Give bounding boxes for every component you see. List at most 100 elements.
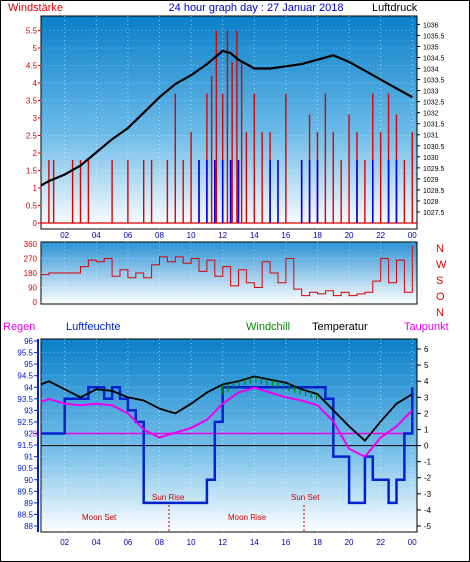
temperatur-axis: -5 -4 -3 -2 -1 0 1 2 3 4 5 6 — [417, 345, 432, 531]
luftfeuchte-tick-label: 89.5 — [17, 487, 33, 496]
luftdruck-line — [40, 49, 413, 187]
regen-label: Regen — [3, 321, 35, 333]
x-tick-label: 06 — [123, 538, 132, 547]
x-tick-label: 18 — [313, 231, 322, 240]
luftdruck-tick-label: 1035 — [423, 44, 439, 51]
taupunkt-line — [40, 386, 414, 459]
temperatur-tick-label: 3 — [424, 393, 429, 402]
luftfeuchte-tick-label: 93.5 — [17, 395, 33, 404]
compass-label: N — [436, 307, 444, 319]
windstaerke-tick-label: 2.5 — [26, 132, 38, 141]
x-tick-label: 16 — [281, 231, 290, 240]
x-tick-label: 10 — [187, 231, 196, 240]
luftfeuchte-tick-label: 88.5 — [17, 510, 33, 519]
luftdruck-tick-label: 1028 — [423, 199, 439, 206]
temperatur-line — [40, 375, 413, 443]
x-tick-label: 04 — [92, 538, 101, 547]
luftdruck-tick-label: 1032 — [423, 111, 439, 118]
windstaerke-tick-label: 4 — [33, 79, 38, 88]
luftdruck-tick-label: 1031 — [423, 133, 439, 140]
x-tick-label: 06 — [123, 231, 132, 240]
windchill-marks — [222, 376, 318, 400]
direction-tick-label: 90 — [28, 284, 37, 293]
x-tick-label: 22 — [376, 231, 385, 240]
x-tick-label: 08 — [155, 231, 164, 240]
windstaerke-label: Windstärke — [8, 2, 63, 14]
temperatur-tick-label: 6 — [424, 345, 429, 354]
x-tick-label: 08 — [155, 538, 164, 547]
luftfeuchte-tick-label: 93 — [24, 406, 33, 415]
temperatur-tick-label: -4 — [424, 506, 432, 515]
wind-direction-plot-area — [40, 241, 418, 305]
x-tick-label: 00 — [408, 538, 417, 547]
x-tick-label: 10 — [187, 538, 196, 547]
luftdruck-axis: 1027.5 1028 1028.5 1029 1029.5 1030 1030.5 1031… — [417, 22, 445, 217]
sunset-label: Sun Set — [291, 493, 320, 502]
temperatur-tick-label: -2 — [424, 474, 432, 483]
windstaerke-tick-label: 5 — [33, 44, 38, 53]
luftdruck-tick-label: 1031.5 — [423, 122, 445, 129]
x-tick-label: 18 — [313, 538, 322, 547]
direction-tick-label: 270 — [24, 255, 38, 264]
windstaerke-tick-label: 3.5 — [26, 97, 38, 106]
luftdruck-tick-label: 1028.5 — [423, 188, 445, 195]
temperatur-tick-label: 0 — [424, 442, 429, 451]
luftfeuchte-tick-label: 88 — [24, 522, 33, 531]
x-tick-label: 14 — [250, 231, 259, 240]
regen-zero-label: 0 — [33, 430, 38, 439]
direction-tick-label: 0 — [33, 298, 38, 307]
luftfeuchte-tick-label: 92 — [24, 430, 33, 439]
luftfeuchte-line — [41, 386, 414, 505]
humidity-temperature-x-axis: 02 04 06 08 10 12 14 16 18 20 22 00 — [60, 538, 417, 547]
humidity-temperature-grid — [41, 339, 417, 532]
x-tick-label: 20 — [345, 231, 354, 240]
wind-pressure-plot-area — [40, 15, 418, 230]
temperatur-tick-label: -5 — [424, 522, 432, 531]
windstaerke-tick-label: 0.5 — [26, 202, 38, 211]
luftfeuchte-tick-label: 94.5 — [17, 372, 33, 381]
luftfeuchte-tick-label: 92.5 — [17, 418, 33, 427]
direction-tick-label: 180 — [24, 269, 38, 278]
luftfeuchte-tick-label: 90 — [24, 476, 33, 485]
luftdruck-tick-label: 1030.5 — [423, 144, 445, 151]
windstaerke-tick-label: 1.5 — [26, 167, 38, 176]
windstaerke-axis: 0 0.5 1 1.5 2 2.5 3 3.5 4 4.5 5 5.5 — [26, 27, 41, 228]
humidity-temperature-plot-area — [40, 338, 418, 533]
luftfeuchte-axis: 88 88.5 89 89.5 90 90.5 91 91.5 92 92.5 93 93.5 94 94… — [17, 337, 39, 532]
x-tick-label: 16 — [281, 538, 290, 547]
x-tick-label: 20 — [345, 538, 354, 547]
x-tick-label: 12 — [218, 231, 227, 240]
windstaerke-tick-label: 2 — [33, 149, 38, 158]
luftfeuchte-tick-label: 95 — [24, 360, 33, 369]
luftdruck-tick-label: 1034 — [423, 67, 439, 74]
x-tick-label: 02 — [60, 538, 69, 547]
windchill-label: Windchill — [246, 321, 290, 333]
luftdruck-tick-label: 1035.5 — [423, 33, 445, 40]
luftfeuchte-tick-label: 91 — [24, 453, 33, 462]
wind-blue-series — [198, 160, 398, 223]
luftfeuchte-tick-label: 96 — [24, 337, 33, 346]
windstaerke-tick-label: 4.5 — [26, 62, 38, 71]
x-tick-label: 04 — [92, 231, 101, 240]
luftdruck-tick-label: 1036 — [423, 22, 439, 29]
luftdruck-tick-label: 1033.5 — [423, 78, 445, 85]
moonset-label: Moon Set — [82, 513, 117, 522]
compass-label: W — [436, 259, 447, 271]
x-tick-label: 12 — [218, 538, 227, 547]
luftfeuchte-label: Luftfeuchte — [66, 321, 120, 333]
compass-label: S — [436, 275, 443, 287]
sunrise-label: Sun Rise — [152, 493, 185, 502]
temperatur-tick-label: 1 — [424, 425, 429, 434]
luftfeuchte-tick-label: 91.5 — [17, 441, 33, 450]
luftdruck-tick-label: 1027.5 — [423, 210, 445, 217]
temperatur-tick-label: -1 — [424, 458, 432, 467]
windstaerke-tick-label: 0 — [33, 219, 38, 228]
wind-pressure-x-axis: 02 04 06 08 10 12 14 16 18 20 22 00 — [60, 231, 417, 240]
taupunkt-label: Taupunkt — [404, 321, 449, 333]
luftfeuchte-tick-label: 89 — [24, 499, 33, 508]
luftdruck-tick-label: 1030 — [423, 155, 439, 162]
luftfeuchte-tick-label: 95.5 — [17, 349, 33, 358]
luftdruck-tick-label: 1032.5 — [423, 100, 445, 107]
